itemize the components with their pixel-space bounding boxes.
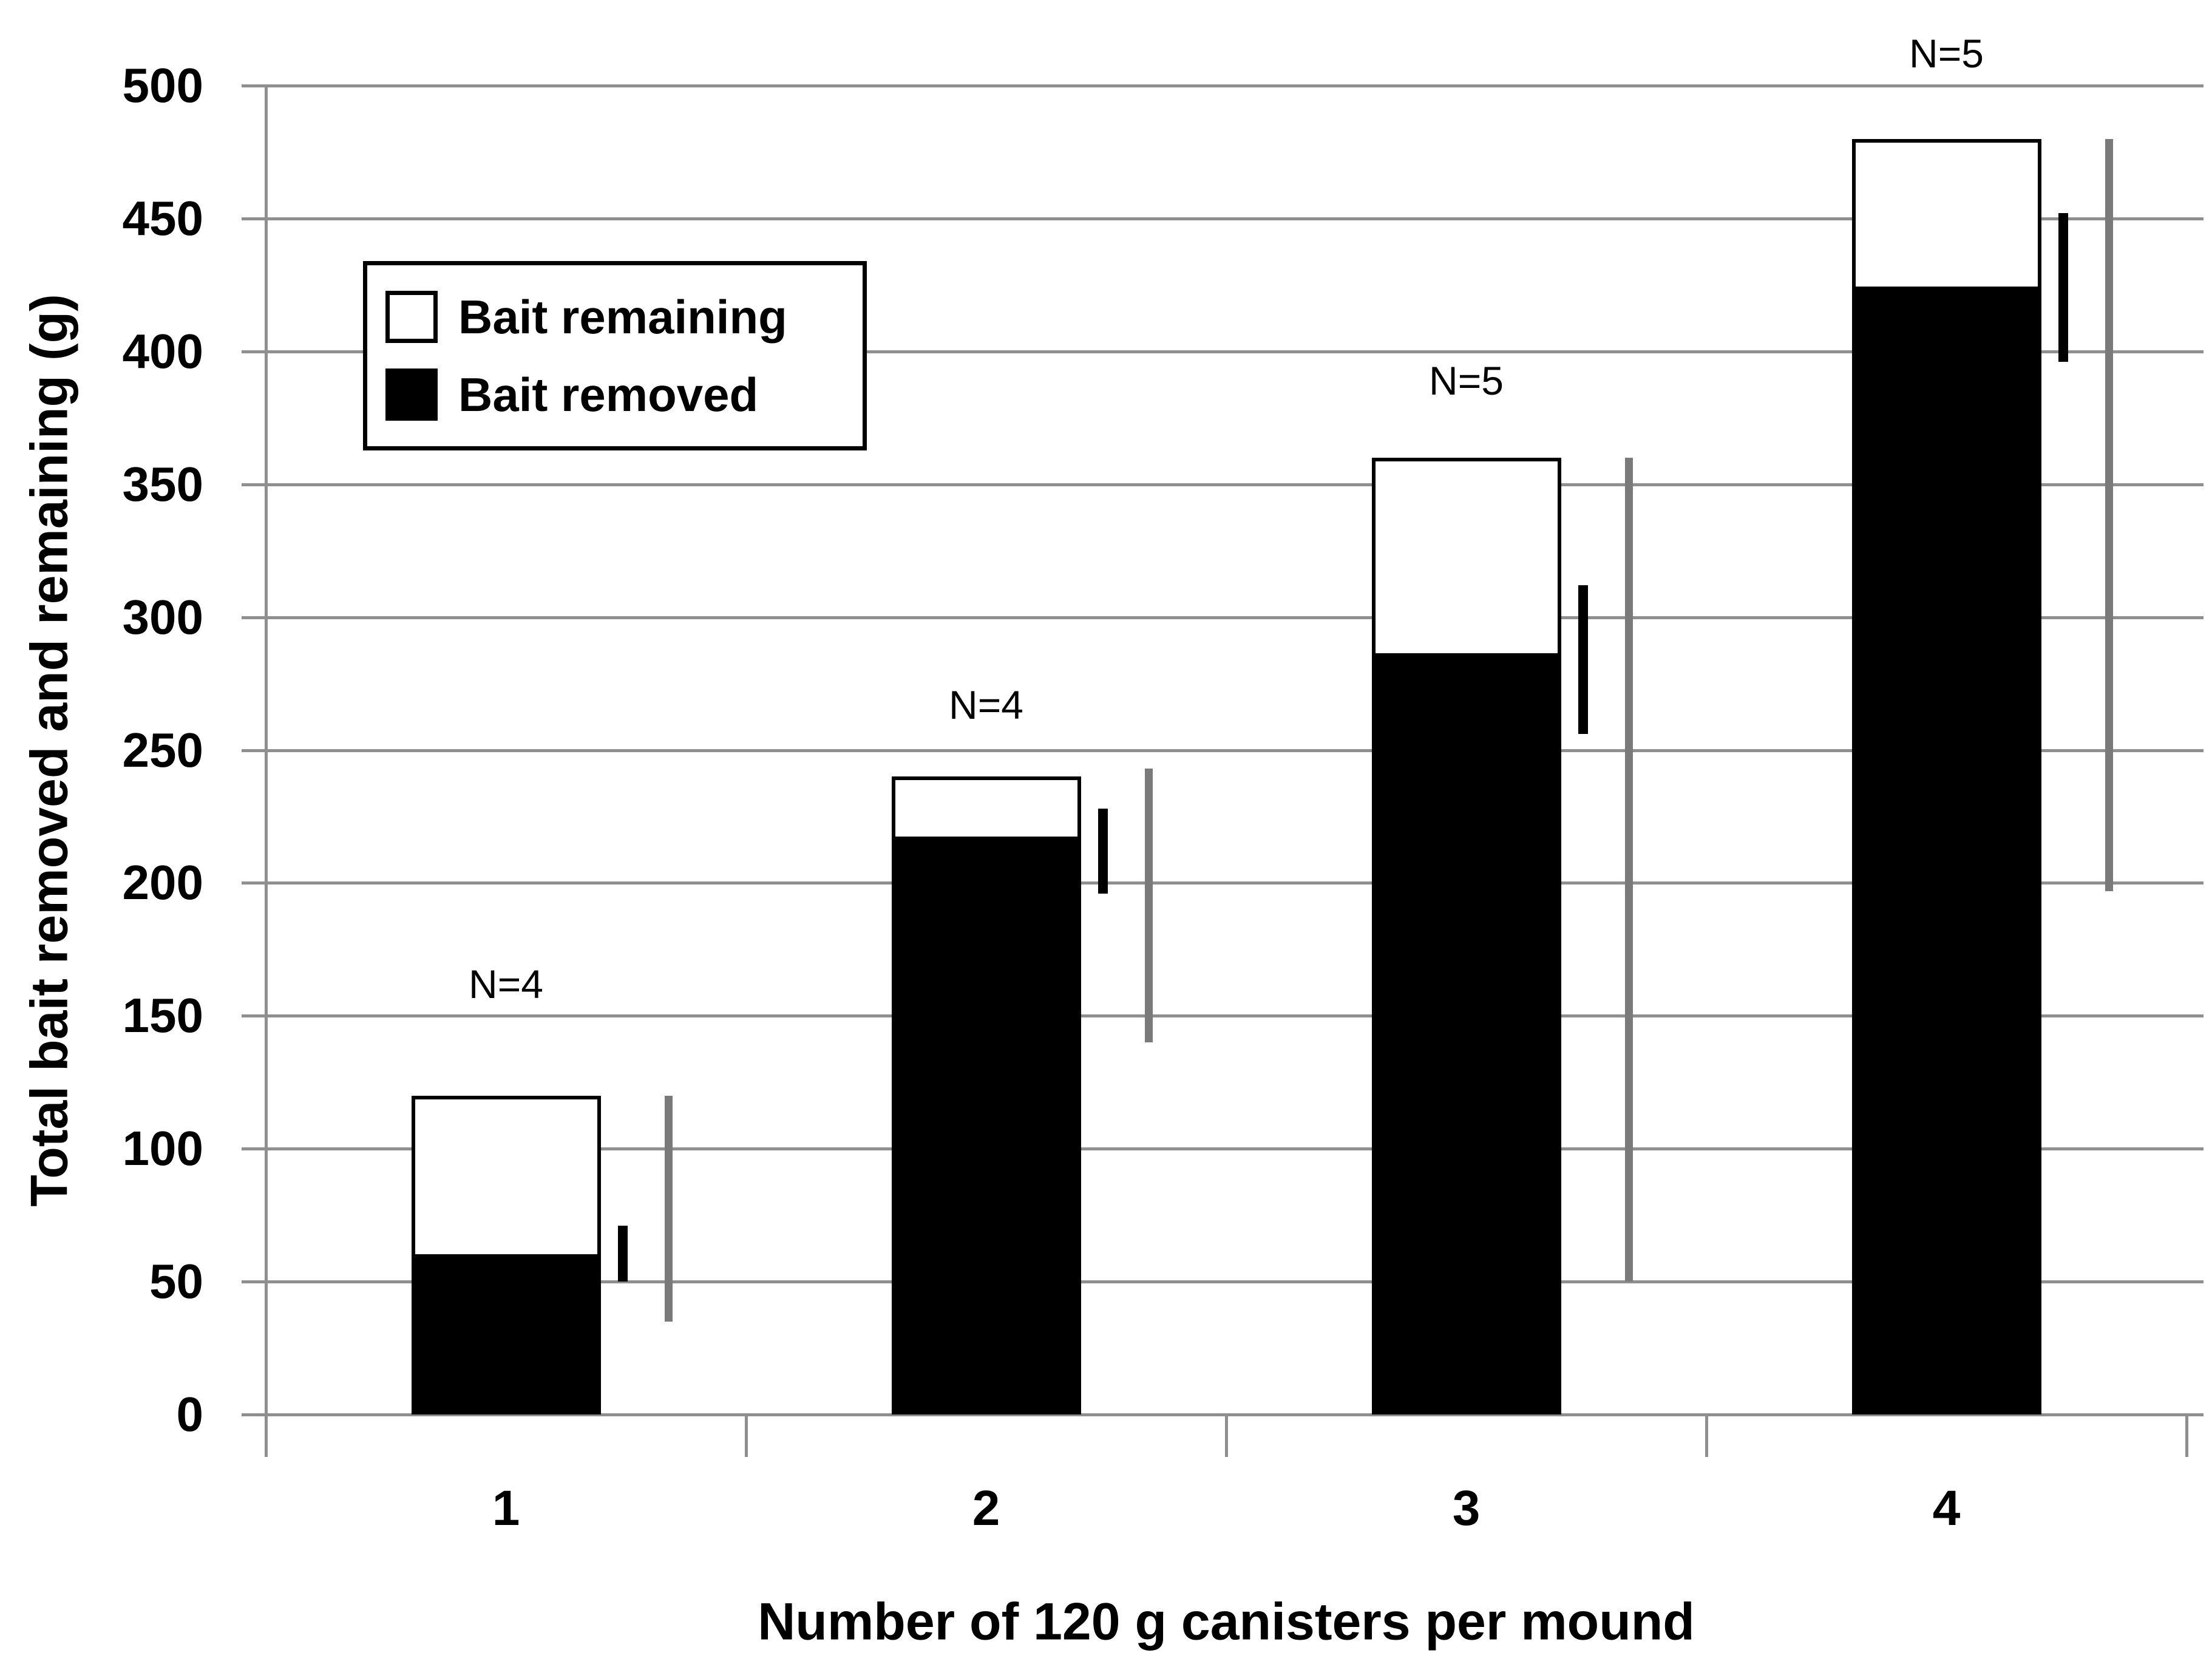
y-axis-tick xyxy=(242,483,266,486)
y-gridline xyxy=(266,1413,2204,1416)
y-axis-tick xyxy=(242,84,266,87)
y-gridline xyxy=(266,350,2204,353)
y-axis-tick xyxy=(242,1014,266,1018)
error-bar-gray xyxy=(1625,457,1633,1282)
error-bar-gray xyxy=(665,1095,673,1322)
y-tick-label: 450 xyxy=(122,191,203,245)
error-bar-gray xyxy=(2105,138,2113,891)
y-axis-line xyxy=(265,86,268,1457)
y-tick-label: 200 xyxy=(122,855,203,910)
error-bar-black xyxy=(617,1226,628,1282)
x-axis-tick xyxy=(1705,1414,1708,1457)
bar-segment-remaining xyxy=(1371,457,1561,657)
y-axis-tick xyxy=(242,1413,266,1416)
y-tick-label: 400 xyxy=(122,324,203,378)
sample-size-label: N=5 xyxy=(1909,31,1984,76)
y-gridline xyxy=(266,881,2204,885)
y-gridline xyxy=(266,1280,2204,1284)
y-gridline xyxy=(266,616,2204,619)
y-axis-tick xyxy=(242,1280,266,1284)
y-tick-label: 150 xyxy=(122,988,203,1043)
x-tick-label: 3 xyxy=(1452,1481,1481,1536)
x-tick-label: 2 xyxy=(972,1481,1000,1536)
legend-item-bait-removed: Bait removed xyxy=(385,368,863,421)
y-tick-label: 300 xyxy=(122,589,203,644)
x-axis-title: Number of 120 g canisters per mound xyxy=(758,1592,1695,1651)
y-gridline xyxy=(266,84,2204,87)
y-axis-tick xyxy=(242,881,266,885)
legend-label: Bait remaining xyxy=(458,290,787,344)
error-bar-black xyxy=(1098,808,1108,894)
y-tick-label: 500 xyxy=(122,58,203,112)
y-axis-tick xyxy=(242,350,266,353)
y-tick-label: 250 xyxy=(122,722,203,777)
error-bar-black xyxy=(1578,585,1588,735)
legend-swatch-remaining-icon xyxy=(385,291,438,343)
y-tick-label: 50 xyxy=(149,1254,203,1309)
legend-label: Bait removed xyxy=(458,368,759,421)
sample-size-label: N=5 xyxy=(1429,358,1504,403)
error-bar-gray xyxy=(1145,769,1153,1043)
legend-item-bait-remaining: Bait remaining xyxy=(385,291,863,343)
bar-segment-remaining xyxy=(411,1095,601,1258)
sample-size-label: N=4 xyxy=(469,961,543,1007)
y-axis-tick xyxy=(242,1147,266,1151)
y-axis-tick xyxy=(242,749,266,752)
y-axis-tick xyxy=(242,217,266,220)
bar-segment-removed xyxy=(411,1257,601,1414)
y-tick-label: 0 xyxy=(176,1387,204,1441)
bar-segment-remaining xyxy=(1851,138,2041,291)
bar-segment-removed xyxy=(1371,657,1561,1414)
y-axis-tick xyxy=(242,616,266,619)
x-tick-label: 1 xyxy=(492,1481,520,1536)
x-axis-tick xyxy=(1225,1414,1228,1457)
x-axis-tick xyxy=(745,1414,748,1457)
y-tick-label: 350 xyxy=(122,457,203,511)
x-tick-label: 4 xyxy=(1932,1481,1961,1536)
bar-segment-removed xyxy=(891,840,1081,1414)
legend-swatch-removed-icon xyxy=(385,368,438,421)
sample-size-label: N=4 xyxy=(949,682,1023,728)
bar-segment-remaining xyxy=(891,776,1081,841)
x-axis-tick xyxy=(2185,1414,2188,1457)
y-gridline xyxy=(266,1147,2204,1151)
y-tick-label: 100 xyxy=(122,1121,203,1176)
y-gridline xyxy=(266,1014,2204,1018)
y-gridline xyxy=(266,217,2204,220)
y-gridline xyxy=(266,749,2204,752)
y-gridline xyxy=(266,483,2204,486)
bar-segment-removed xyxy=(1851,290,2041,1414)
error-bar-black xyxy=(2058,213,2068,362)
legend: Bait remaining Bait removed xyxy=(363,261,867,450)
